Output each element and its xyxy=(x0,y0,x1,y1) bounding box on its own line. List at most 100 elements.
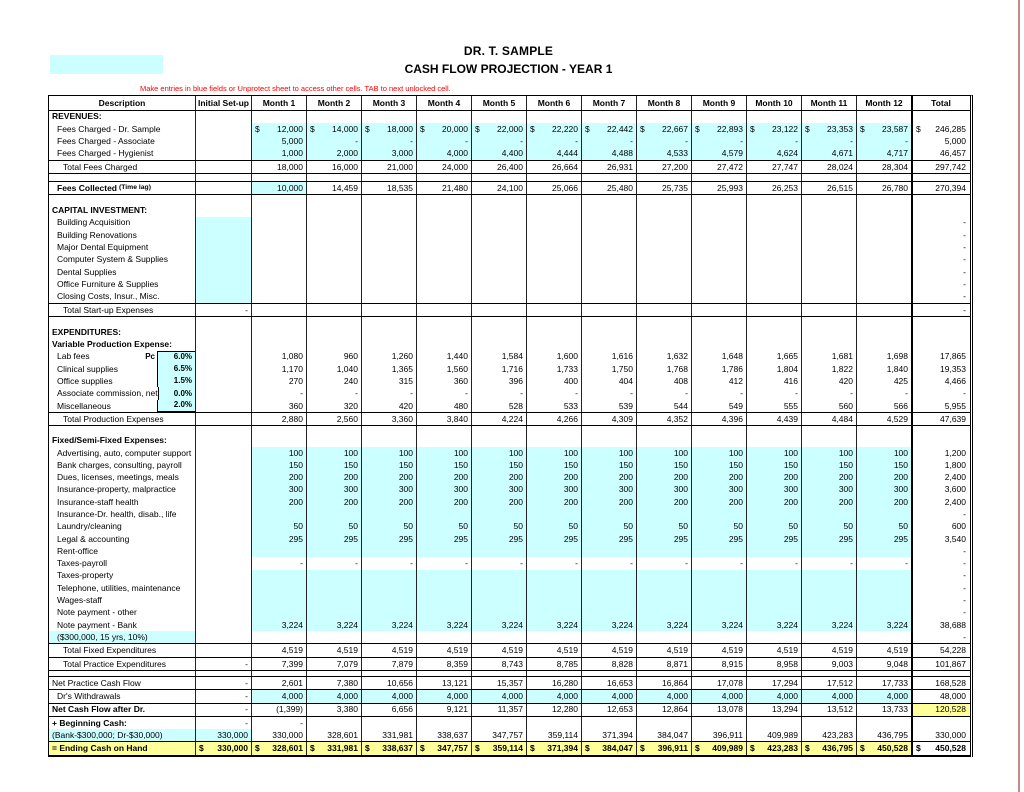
cell-month-11[interactable]: 3,224 xyxy=(802,618,857,632)
cell-month-2[interactable]: 295 xyxy=(307,532,362,545)
cell-month-10[interactable]: 50 xyxy=(747,520,802,533)
cell-month-3[interactable]: 50 xyxy=(362,520,417,533)
cell-month-9[interactable] xyxy=(692,545,747,558)
cell-month-4[interactable]: 295 xyxy=(417,532,472,545)
cell-month-2[interactable] xyxy=(307,594,362,607)
cell-month-9[interactable]: 295 xyxy=(692,532,747,545)
cell-month-9[interactable]: 4,000 xyxy=(692,690,747,703)
cell-month-2[interactable]: - xyxy=(307,135,362,148)
cell-month-11[interactable]: 4,671 xyxy=(802,147,857,160)
cell-month-11[interactable]: 300 xyxy=(802,483,857,496)
percentage-field[interactable]: 6.5% xyxy=(157,362,195,376)
cell-month-6[interactable] xyxy=(527,508,582,521)
cell-month-7[interactable]: 150 xyxy=(582,458,637,472)
cell-month-6[interactable]: 3,224 xyxy=(527,618,582,632)
cell-month-10[interactable] xyxy=(747,594,802,607)
cell-initial-setup[interactable] xyxy=(196,290,252,303)
cell-month-5[interactable] xyxy=(472,545,527,558)
cell-month-10[interactable]: 150 xyxy=(747,458,802,472)
cell-month-7[interactable]: 4,488 xyxy=(582,147,637,160)
cell-month-2[interactable]: 100 xyxy=(307,446,362,459)
cell-month-10[interactable] xyxy=(747,508,802,521)
cell-month-5[interactable]: 200 xyxy=(472,495,527,509)
cell-month-9[interactable]: 150 xyxy=(692,458,747,472)
cell-month-5[interactable]: 100 xyxy=(472,446,527,459)
cell-month-3[interactable]: 200 xyxy=(362,471,417,484)
cell-month-11[interactable] xyxy=(802,508,857,521)
cell-month-7[interactable] xyxy=(582,508,637,521)
cell-month-12[interactable]: 200 xyxy=(857,471,912,484)
cell-month-1[interactable]: 100 xyxy=(252,446,307,459)
cell-month-6[interactable]: 50 xyxy=(527,520,582,533)
cell-month-9[interactable]: 4,579 xyxy=(692,147,747,160)
cell-month-5[interactable] xyxy=(472,508,527,521)
cell-month-10[interactable]: 3,224 xyxy=(747,618,802,632)
blank-input-field[interactable] xyxy=(50,55,163,74)
cell-month-5[interactable]: 3,224 xyxy=(472,618,527,632)
cell-month-6[interactable]: - xyxy=(527,135,582,148)
cell-month-8[interactable]: 50 xyxy=(637,520,692,533)
cell-month-2[interactable] xyxy=(307,569,362,582)
cell-month-2[interactable]: 50 xyxy=(307,520,362,533)
cell-month-12[interactable] xyxy=(857,606,912,619)
cell-month-10[interactable]: - xyxy=(747,135,802,148)
cell-month-10[interactable] xyxy=(747,606,802,619)
cell-month-8[interactable] xyxy=(637,581,692,595)
cell-month-5[interactable]: - xyxy=(472,135,527,148)
cell-month-2[interactable]: 3,224 xyxy=(307,618,362,632)
cell-month-7[interactable]: 50 xyxy=(582,520,637,533)
cell-month-3[interactable]: 300 xyxy=(362,483,417,496)
cell-month-12[interactable] xyxy=(857,508,912,521)
cell-month-3[interactable]: $18,000 xyxy=(362,122,417,136)
row-label[interactable]: ($300,000, 15 yrs, 10%) xyxy=(49,631,196,644)
cell-month-1[interactable] xyxy=(252,508,307,521)
cell-month-11[interactable] xyxy=(802,569,857,582)
cell-month-4[interactable] xyxy=(417,508,472,521)
cell-month-8[interactable]: 200 xyxy=(637,471,692,484)
percentage-field[interactable]: 2.0% xyxy=(157,399,195,413)
cell-month-5[interactable]: 4,000 xyxy=(472,690,527,703)
cell-month-5[interactable]: 295 xyxy=(472,532,527,545)
cell-month-1[interactable]: 3,224 xyxy=(252,618,307,632)
cell-month-7[interactable]: 100 xyxy=(582,446,637,459)
cell-month-10[interactable]: 4,624 xyxy=(747,147,802,160)
cell-month-1[interactable] xyxy=(252,545,307,558)
cell-month-5[interactable]: 300 xyxy=(472,483,527,496)
cell-month-8[interactable] xyxy=(637,569,692,582)
cell-month-2[interactable] xyxy=(307,606,362,619)
cell-month-7[interactable]: 200 xyxy=(582,471,637,484)
cell-initial-setup[interactable] xyxy=(196,216,252,229)
cell-month-3[interactable]: 4,000 xyxy=(362,690,417,703)
cell-month-6[interactable]: 200 xyxy=(527,495,582,509)
cell-month-12[interactable]: - xyxy=(857,135,912,148)
cell-initial-setup[interactable] xyxy=(196,228,252,242)
cell-month-2[interactable] xyxy=(307,545,362,558)
cell-month-8[interactable] xyxy=(637,508,692,521)
cell-month-8[interactable]: 150 xyxy=(637,458,692,472)
cell-month-10[interactable]: $23,122 xyxy=(747,122,802,136)
cell-month-12[interactable]: 3,224 xyxy=(857,618,912,632)
cell-month-7[interactable] xyxy=(582,545,637,558)
cell-month-11[interactable] xyxy=(802,594,857,607)
cell-month-4[interactable]: 200 xyxy=(417,471,472,484)
cell-month-5[interactable]: 50 xyxy=(472,520,527,533)
cell-month-1[interactable]: 4,000 xyxy=(252,690,307,703)
cell-month-8[interactable]: - xyxy=(637,135,692,148)
cell-month-6[interactable]: 295 xyxy=(527,532,582,545)
cell-month-9[interactable]: 300 xyxy=(692,483,747,496)
cell-month-8[interactable]: 4,533 xyxy=(637,147,692,160)
cell-month-1[interactable]: 295 xyxy=(252,532,307,545)
cell-month-12[interactable]: 150 xyxy=(857,458,912,472)
cell-month-9[interactable] xyxy=(692,606,747,619)
cell-month-4[interactable] xyxy=(417,594,472,607)
cell-month-12[interactable] xyxy=(857,569,912,582)
cell-month-6[interactable]: 100 xyxy=(527,446,582,459)
cell-month-3[interactable] xyxy=(362,606,417,619)
cell-month-6[interactable] xyxy=(527,581,582,595)
cell-month-3[interactable]: 100 xyxy=(362,446,417,459)
cell-month-2[interactable]: 4,000 xyxy=(307,690,362,703)
cell-month-6[interactable]: 300 xyxy=(527,483,582,496)
cell-month-7[interactable] xyxy=(582,581,637,595)
cell-month-7[interactable]: 200 xyxy=(582,495,637,509)
cell-month-7[interactable]: $22,442 xyxy=(582,122,637,136)
